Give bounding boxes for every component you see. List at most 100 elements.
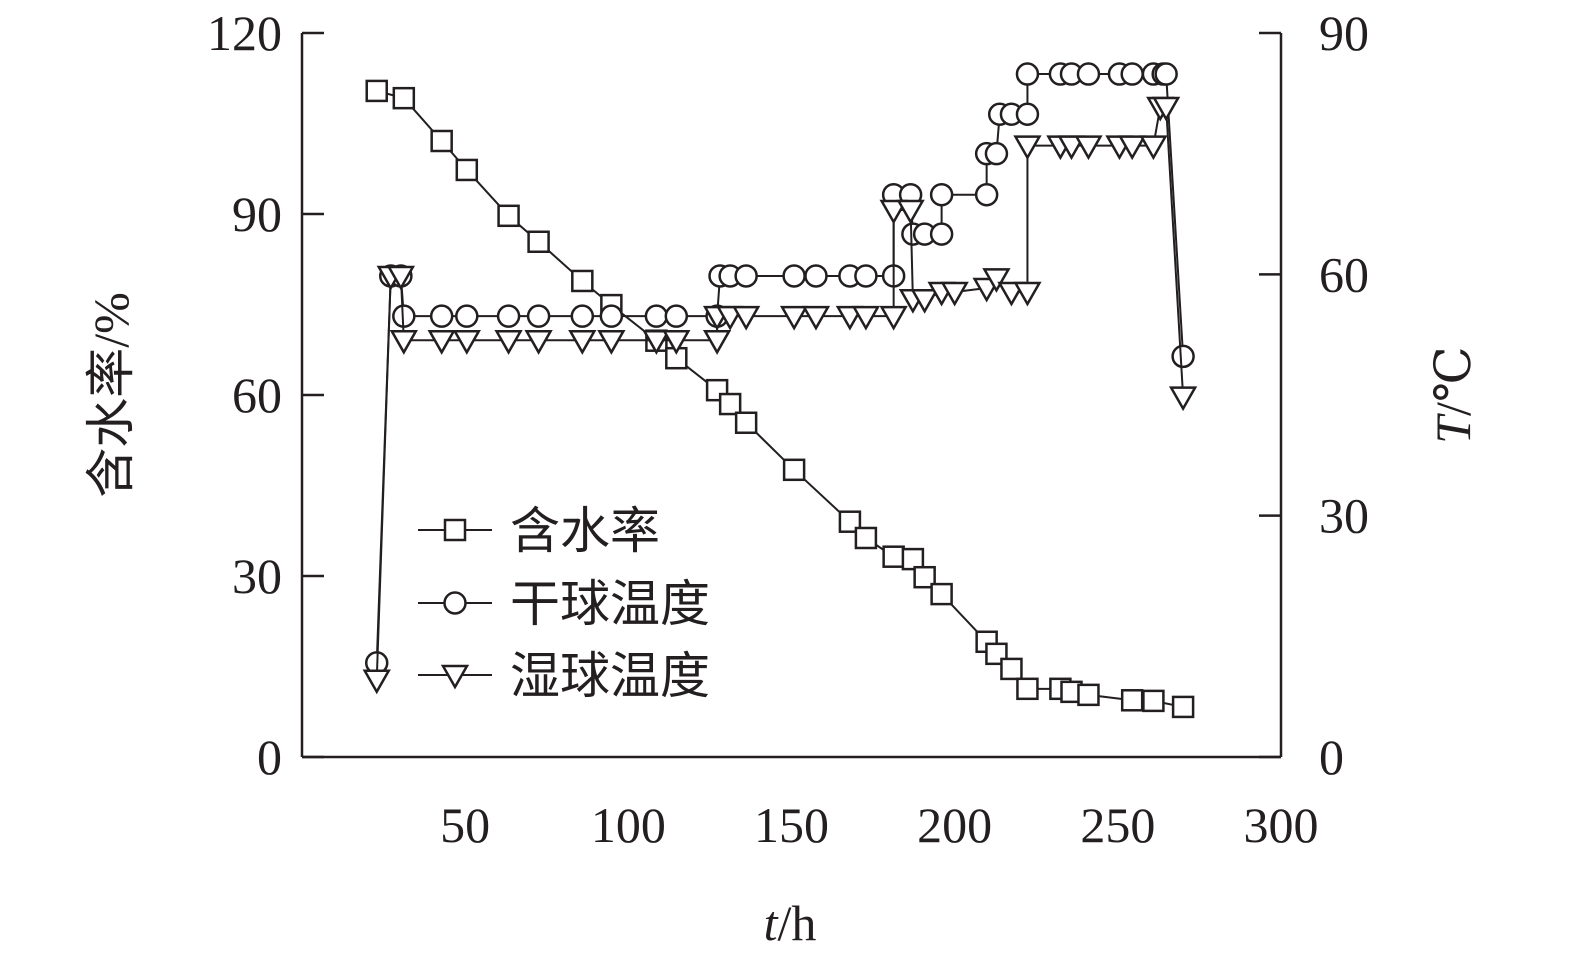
x-tick-label: 300 [1244, 797, 1319, 853]
data-point-triangle [1139, 135, 1168, 161]
data-point-triangle [1168, 386, 1198, 412]
data-point-circle [526, 304, 551, 328]
data-point-square [455, 158, 479, 182]
data-point-triangle [896, 199, 925, 225]
series-layer [362, 62, 1198, 719]
data-point-triangle [524, 330, 553, 355]
data-point-triangle [1057, 135, 1086, 161]
legend-label: 湿球温度 [510, 648, 710, 704]
series-line [375, 106, 1185, 680]
x-tick-label: 50 [440, 797, 490, 853]
series-line [376, 89, 1184, 708]
data-point-circle [1154, 62, 1178, 86]
data-point-square [443, 518, 467, 542]
data-point-triangle [1118, 135, 1147, 161]
y-tick-label: 90 [232, 186, 282, 242]
data-point-square [854, 526, 878, 550]
y2-tick-label: 60 [1319, 246, 1369, 302]
axes: 0 30 60 90 120 0 30 60 90 50 100 150 200 250 300 [207, 5, 1369, 853]
data-point-circle [929, 182, 954, 207]
y2-tick-label: 90 [1319, 5, 1369, 61]
data-point-square [571, 269, 594, 293]
data-point-triangle [362, 669, 391, 695]
data-point-square [392, 86, 416, 110]
data-point-circle [804, 264, 828, 288]
data-point-triangle [851, 305, 881, 331]
data-point-triangle [597, 330, 626, 355]
data-point-circle [664, 304, 689, 328]
data-point-triangle [427, 330, 456, 355]
data-point-triangle [1013, 281, 1042, 307]
data-point-triangle [879, 199, 908, 225]
data-point-square [882, 545, 905, 568]
data-point-triangle [452, 330, 481, 355]
data-point-triangle [779, 305, 809, 331]
series-line [375, 73, 1185, 663]
y-tick-label: 30 [232, 548, 282, 604]
data-point-triangle [389, 330, 418, 355]
data-point-square [1142, 689, 1165, 713]
x-tick-label: 200 [917, 797, 992, 853]
data-point-triangle [440, 664, 470, 690]
legend-label: 干球温度 [510, 576, 710, 632]
data-point-square [497, 204, 520, 228]
y-axis-label: 含水率/% [83, 292, 139, 498]
y-tick-label: 120 [207, 5, 282, 61]
data-point-triangle [801, 305, 831, 331]
y2-tick-label: 0 [1319, 729, 1344, 785]
data-point-triangle [568, 330, 597, 355]
y-tick-label: 60 [232, 367, 282, 423]
series-square [365, 79, 1195, 719]
data-point-square [838, 510, 862, 533]
data-point-square [913, 565, 936, 589]
data-point-circle [455, 304, 479, 328]
data-point-square [1171, 695, 1195, 719]
x-tick-label: 150 [754, 797, 829, 853]
data-point-square [718, 392, 742, 416]
data-point-circle [496, 304, 521, 328]
y2-axis-label: T/℃ [1425, 346, 1481, 444]
data-point-square [1016, 677, 1039, 701]
data-point-triangle [940, 281, 969, 307]
legend-label: 含水率 [510, 503, 660, 559]
data-point-square [1077, 683, 1100, 707]
data-point-square [365, 79, 388, 103]
data-point-circle [1171, 344, 1195, 369]
y-tick-label: 0 [257, 729, 282, 785]
data-point-triangle [642, 330, 671, 355]
data-point-circle [1120, 62, 1144, 86]
data-point-triangle [702, 330, 732, 355]
data-point-square [782, 458, 806, 482]
data-point-circle [644, 304, 669, 328]
data-point-triangle [662, 330, 691, 355]
data-point-triangle [1013, 135, 1042, 161]
data-point-triangle [1151, 96, 1181, 122]
data-point-square [1120, 689, 1144, 712]
data-point-square [734, 411, 758, 435]
y2-tick-label: 30 [1319, 488, 1369, 544]
data-point-square [901, 547, 925, 571]
legend-item: 含水率 [418, 503, 660, 559]
x-tick-label: 250 [1080, 797, 1155, 853]
data-point-triangle [494, 330, 523, 355]
data-point-circle [734, 264, 758, 288]
data-point-triangle [1074, 135, 1103, 161]
data-point-triangle [910, 289, 939, 314]
data-point-circle [782, 264, 806, 288]
data-point-circle [570, 304, 595, 328]
data-point-circle [854, 264, 878, 288]
series-triangle-down [362, 96, 1198, 695]
data-point-triangle [982, 268, 1011, 293]
data-point-circle [1076, 62, 1101, 86]
data-point-circle [599, 304, 624, 328]
data-point-circle [974, 182, 999, 207]
legend-item: 干球温度 [418, 576, 710, 632]
legend-item: 湿球温度 [418, 648, 710, 704]
data-point-circle [1015, 62, 1040, 86]
data-point-circle [984, 141, 1009, 166]
data-point-square [1000, 657, 1023, 681]
data-point-square [930, 582, 953, 606]
data-point-circle [929, 222, 954, 246]
